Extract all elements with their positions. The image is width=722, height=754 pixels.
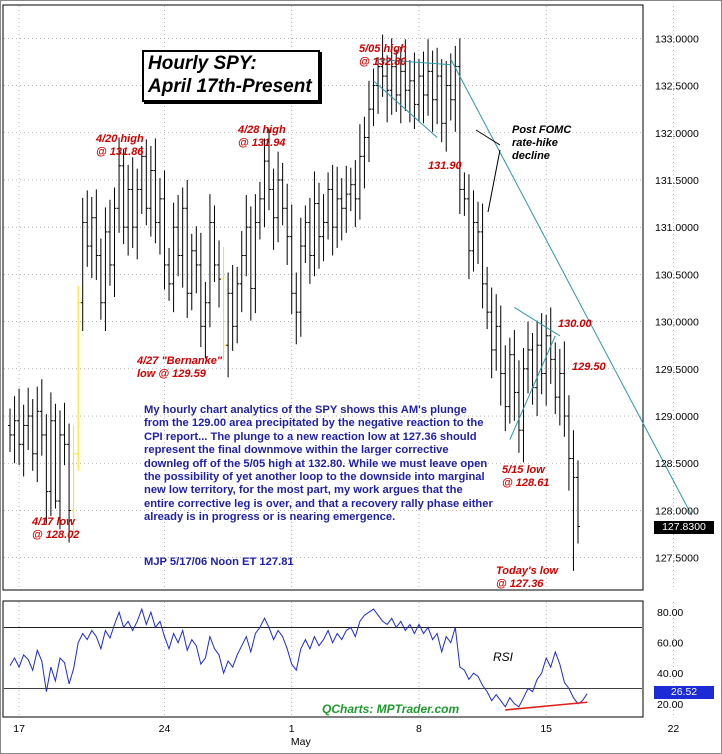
price-tick-label: 133.0000 <box>655 33 699 45</box>
date-tick-label: 17 <box>13 723 25 735</box>
annotation-4-28-high-line1: 4/28 high <box>238 124 286 136</box>
post-fomc-line1: Post FOMC <box>512 124 572 136</box>
post-fomc-pointer <box>487 149 501 213</box>
price-bars <box>8 34 580 571</box>
rsi-tick-label: 40.00 <box>657 668 683 680</box>
date-tick-label: 22 <box>668 723 680 735</box>
chart-title-line-2: April 17th-Present <box>148 76 312 97</box>
post-fomc-line2: rate-hike <box>512 137 558 149</box>
trendline-wedge-high <box>514 307 561 337</box>
annotation-bernanke-line2: low @ 129.59 <box>137 368 206 380</box>
rsi-panel-frame <box>2 600 644 718</box>
price-tick-label: 128.5000 <box>655 458 699 470</box>
watermark: QCharts: MPTrader.com <box>322 702 460 716</box>
price-panel-frame <box>2 4 644 591</box>
rsi-axis-ticks: 80.00 60.00 40.00 20.00 <box>657 607 683 711</box>
annotation-4-20-high-line2: @ 131.86 <box>96 146 144 158</box>
annotation-4-17-low: 4/17 low @ 128.02 <box>32 516 79 542</box>
annotation-5-05-high: 5/05 high @ 132.80 <box>359 43 407 69</box>
price-tick-label: 129.5000 <box>655 364 699 376</box>
rsi-series-line <box>9 607 588 708</box>
rsi-trend-line <box>505 701 588 711</box>
annotation-4-20-high: 4/20 high @ 131.86 <box>96 133 144 159</box>
month-label: May <box>291 736 312 748</box>
trendline-wedge-low <box>509 335 556 440</box>
annotation-4-17-low-line2: @ 128.02 <box>32 529 80 541</box>
price-axis-ticks: 133.0000 132.5000 132.0000 131.5000 131.0000… <box>655 33 699 564</box>
date-tick-label: 8 <box>416 723 422 735</box>
price-tick-label: 127.5000 <box>655 553 699 565</box>
price-tick-label: 130.5000 <box>655 269 699 281</box>
date-tick-label: 15 <box>540 723 552 735</box>
trendlines <box>373 58 693 516</box>
annotation-5-05-high-line1: 5/05 high <box>359 43 407 55</box>
date-tick-label: 24 <box>159 723 171 735</box>
price-tick-label: 132.5000 <box>655 81 699 93</box>
annotation-5-15-low-line2: @ 128.61 <box>502 477 550 489</box>
annotation-129-50: 129.50 <box>572 361 606 373</box>
price-tick-label: 132.0000 <box>655 128 699 140</box>
price-tick-label: 130.0000 <box>655 317 699 329</box>
rsi-last-value-tag: 26.52 <box>654 686 714 699</box>
annotation-5-15-low: 5/15 low @ 128.61 <box>502 464 549 490</box>
trendline-wedge-lower <box>373 80 438 138</box>
annotation-5-15-low-line1: 5/15 low <box>502 464 545 476</box>
date-tick-label: 1 <box>289 723 295 735</box>
rsi-tick-label: 20.00 <box>657 699 683 711</box>
annotation-130-00: 130.00 <box>558 318 592 330</box>
chart-title-line-1: Hourly SPY: <box>148 53 257 74</box>
rsi-line <box>9 607 588 711</box>
price-tick-label: 131.0000 <box>655 222 699 234</box>
post-fomc-pointer-top <box>475 129 501 146</box>
annotation-bernanke-line1: 4/27 "Bernanke" <box>137 355 223 367</box>
date-axis-ticks: 17 24 1 8 15 22 May <box>13 723 679 748</box>
chart-title-box: Hourly SPY: April 17th-Present <box>142 50 320 102</box>
trendline-main-down <box>450 58 693 516</box>
annotation-todays-low: Today's low @ 127.36 <box>496 565 558 591</box>
annotation-todays-low-line1: Today's low <box>496 565 559 577</box>
price-tick-label: 131.5000 <box>655 175 699 187</box>
annotation-4-28-high: 4/28 high @ 131.94 <box>238 124 286 150</box>
annotation-todays-low-line2: @ 127.36 <box>496 578 544 590</box>
annotation-4-17-low-line1: 4/17 low <box>32 516 75 528</box>
rsi-tick-label: 80.00 <box>657 607 683 619</box>
annotation-bernanke-low: 4/27 "Bernanke" low @ 129.59 <box>137 355 222 381</box>
annotation-4-20-high-line1: 4/20 high <box>96 133 144 145</box>
post-fomc-line3: decline <box>512 150 550 162</box>
price-tick-label: 128.0000 <box>655 505 699 517</box>
commentary-paragraph: My hourly chart analytics of the SPY sho… <box>144 404 493 524</box>
trendline-top-flat <box>373 58 451 66</box>
last-price-tag: 127.8300 <box>654 521 714 534</box>
price-tick-label: 129.0000 <box>655 411 699 423</box>
annotation-131-90: 131.90 <box>428 160 462 172</box>
rsi-tick-label: 60.00 <box>657 638 683 650</box>
commentary-signoff: MJP 5/17/06 Noon ET 127.81 <box>144 556 294 568</box>
rsi-label: RSI <box>493 650 514 664</box>
annotation-post-fomc: Post FOMC rate-hike decline <box>512 124 571 163</box>
annotation-5-05-high-line2: @ 132.80 <box>359 56 407 68</box>
annotation-4-28-high-line2: @ 131.94 <box>238 137 286 149</box>
